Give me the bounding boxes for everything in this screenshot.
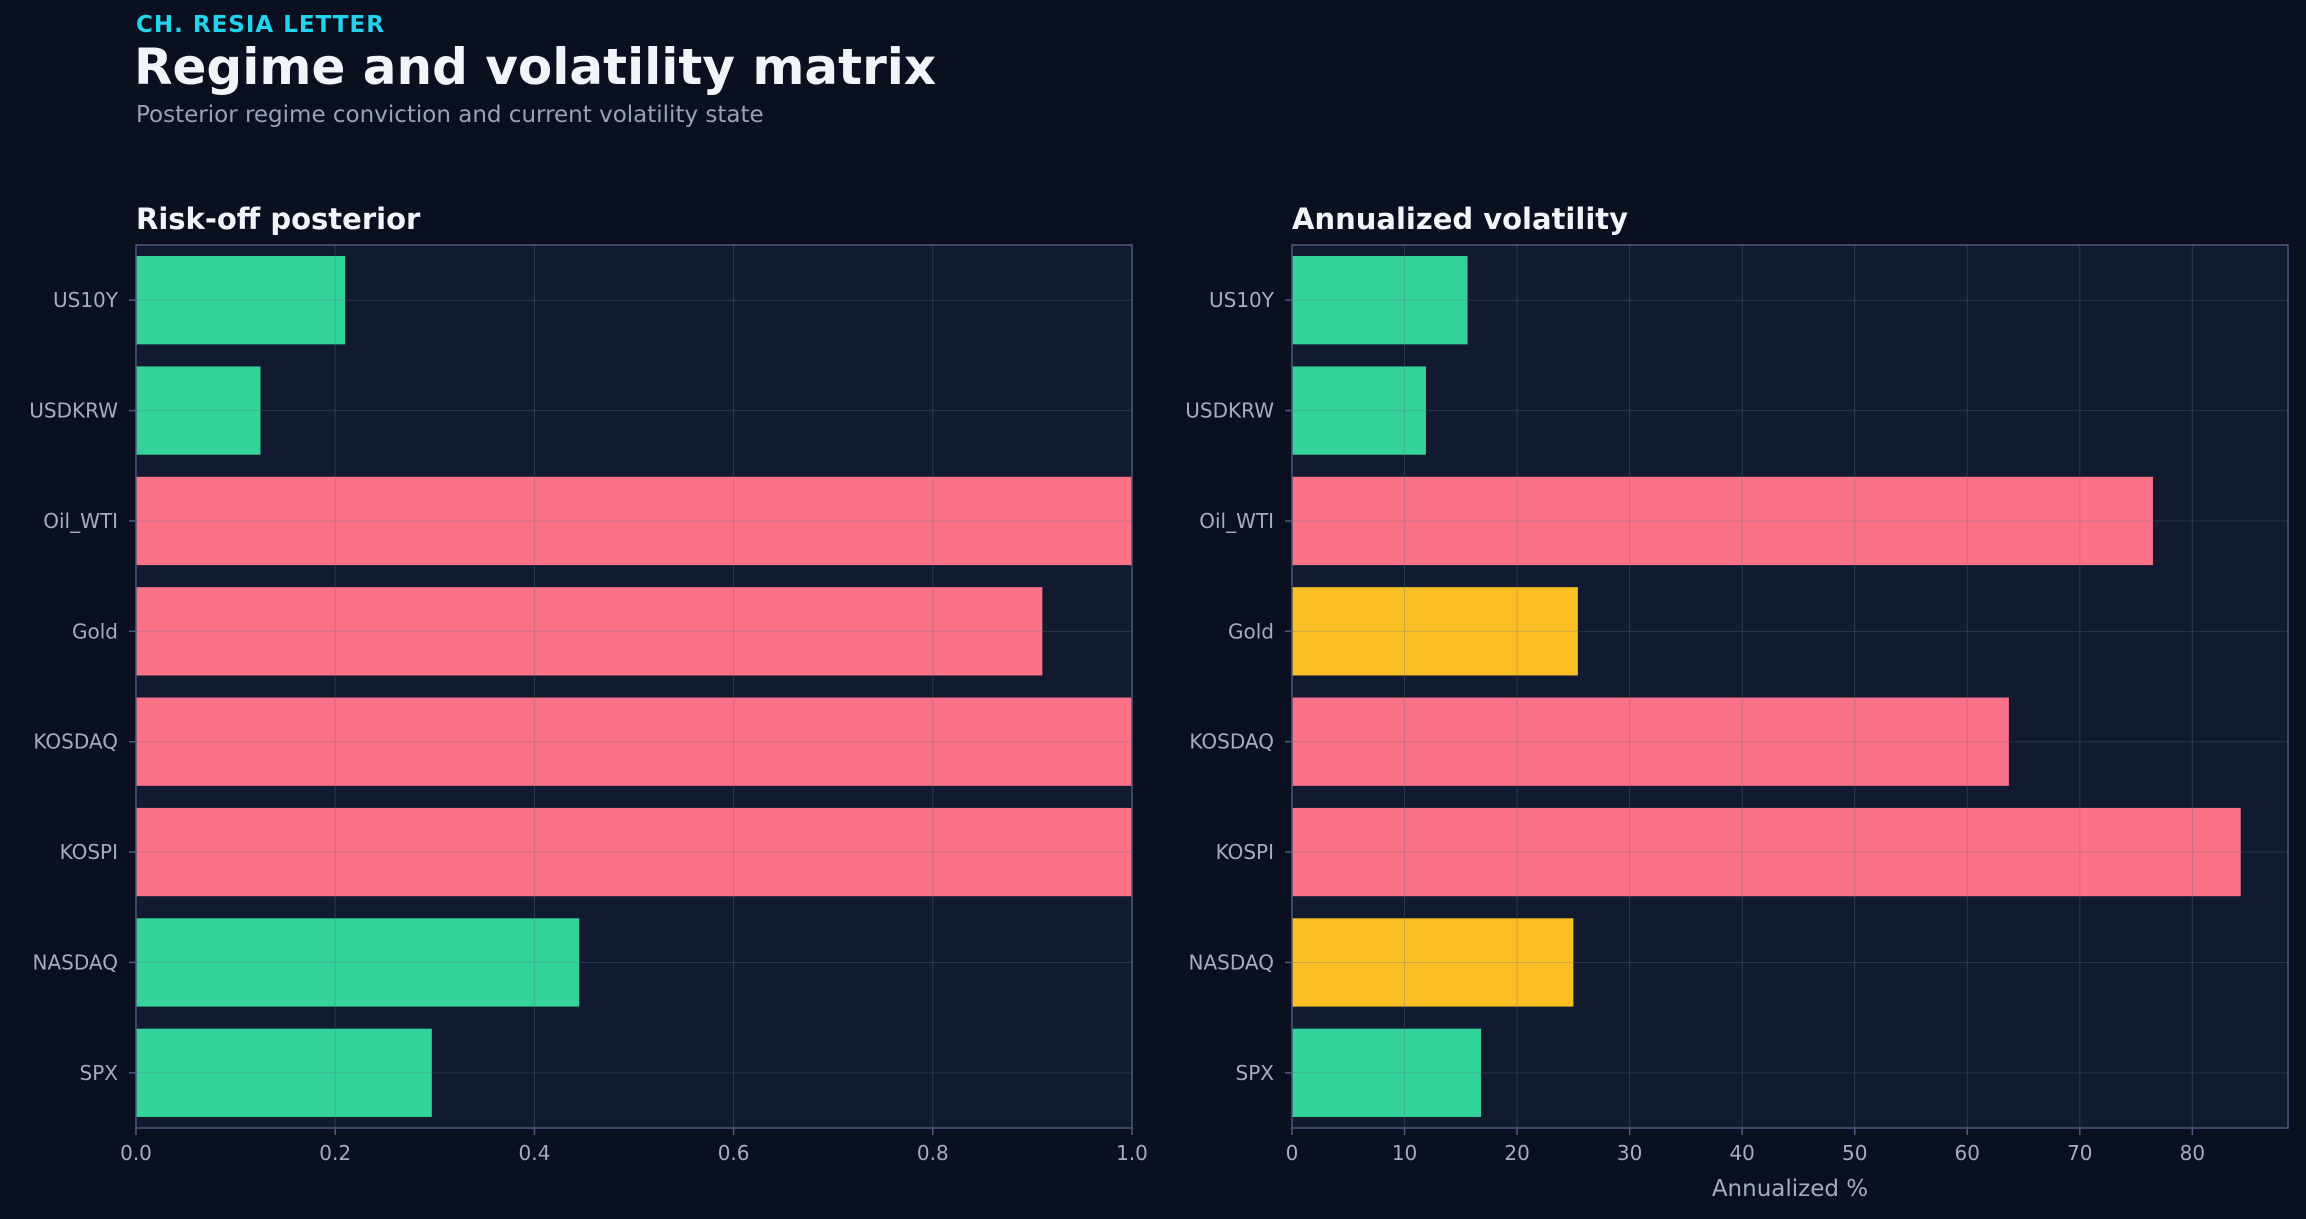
ytick-label-kosdaq-1: KOSDAQ [1189,730,1274,754]
ytick-label-gold-1: Gold [1228,619,1274,643]
bar-usdkrw-1 [1292,366,1426,455]
xtick-label-1-0: 0 [1286,1141,1299,1165]
bar-oil-wti-0 [136,476,1132,566]
ytick-label-us10y-1: US10Y [1209,288,1275,312]
xtick-label-1-1: 10 [1392,1141,1417,1165]
xtick-label-1-7: 70 [2067,1141,2092,1165]
plot-frame-0 [135,244,1133,1129]
bar-kospi-0 [136,807,1132,897]
x-axis-label-1: Annualized % [1712,1176,1868,1202]
chart-title-risk-off: Risk-off posterior [136,202,421,236]
xtick-label-0-0: 0.0 [120,1141,152,1165]
bar-nasdaq-1 [1292,918,1574,1007]
bar-nasdaq-0 [136,918,580,1007]
bar-oil-wti-1 [1292,476,2153,566]
ytick-label-us10y-0: US10Y [53,288,119,312]
page-subtitle: Posterior regime conviction and current … [136,102,764,128]
ytick-label-kospi-0: KOSPI [60,840,118,864]
ytick-label-kospi-1: KOSPI [1216,840,1274,864]
ytick-label-nasdaq-1: NASDAQ [1189,950,1274,974]
ytick-label-oil-wti-0: Oil_WTI [43,509,118,533]
ytick-label-nasdaq-0: NASDAQ [33,950,118,974]
bar-gold-0 [136,587,1043,676]
page-title: Regime and volatility matrix [134,38,937,96]
ytick-label-kosdaq-0: KOSDAQ [33,730,118,754]
ytick-label-usdkrw-1: USDKRW [1185,399,1274,423]
bar-kosdaq-1 [1292,697,2009,786]
ytick-label-usdkrw-0: USDKRW [29,399,118,423]
xtick-label-0-4: 0.8 [917,1141,949,1165]
bar-gold-1 [1292,587,1578,676]
kicker-label: CH. RESIA LETTER [136,12,385,38]
xtick-label-1-4: 40 [1729,1141,1754,1165]
chart-title-volatility: Annualized volatility [1292,202,1629,236]
bar-us10y-1 [1292,256,1468,345]
bar-kosdaq-0 [136,697,1132,786]
bar-us10y-0 [136,256,346,345]
bar-kospi-1 [1292,807,2241,897]
xtick-label-1-8: 80 [2180,1141,2205,1165]
bar-usdkrw-0 [136,366,261,455]
xtick-label-1-3: 30 [1617,1141,1642,1165]
xtick-label-0-1: 0.2 [319,1141,351,1165]
xtick-label-1-2: 20 [1504,1141,1529,1165]
xtick-label-1-5: 50 [1842,1141,1867,1165]
bar-spx-1 [1292,1028,1482,1117]
xtick-label-0-2: 0.4 [518,1141,550,1165]
bar-spx-0 [136,1028,432,1117]
xtick-label-0-5: 1.0 [1116,1141,1148,1165]
ytick-label-gold-0: Gold [72,619,118,643]
xtick-label-0-3: 0.6 [718,1141,750,1165]
plot-frame-1 [1291,244,2289,1129]
ytick-label-spx-0: SPX [80,1061,119,1085]
ytick-label-spx-1: SPX [1236,1061,1275,1085]
ytick-label-oil-wti-1: Oil_WTI [1199,509,1274,533]
xtick-label-1-6: 60 [1955,1141,1980,1165]
